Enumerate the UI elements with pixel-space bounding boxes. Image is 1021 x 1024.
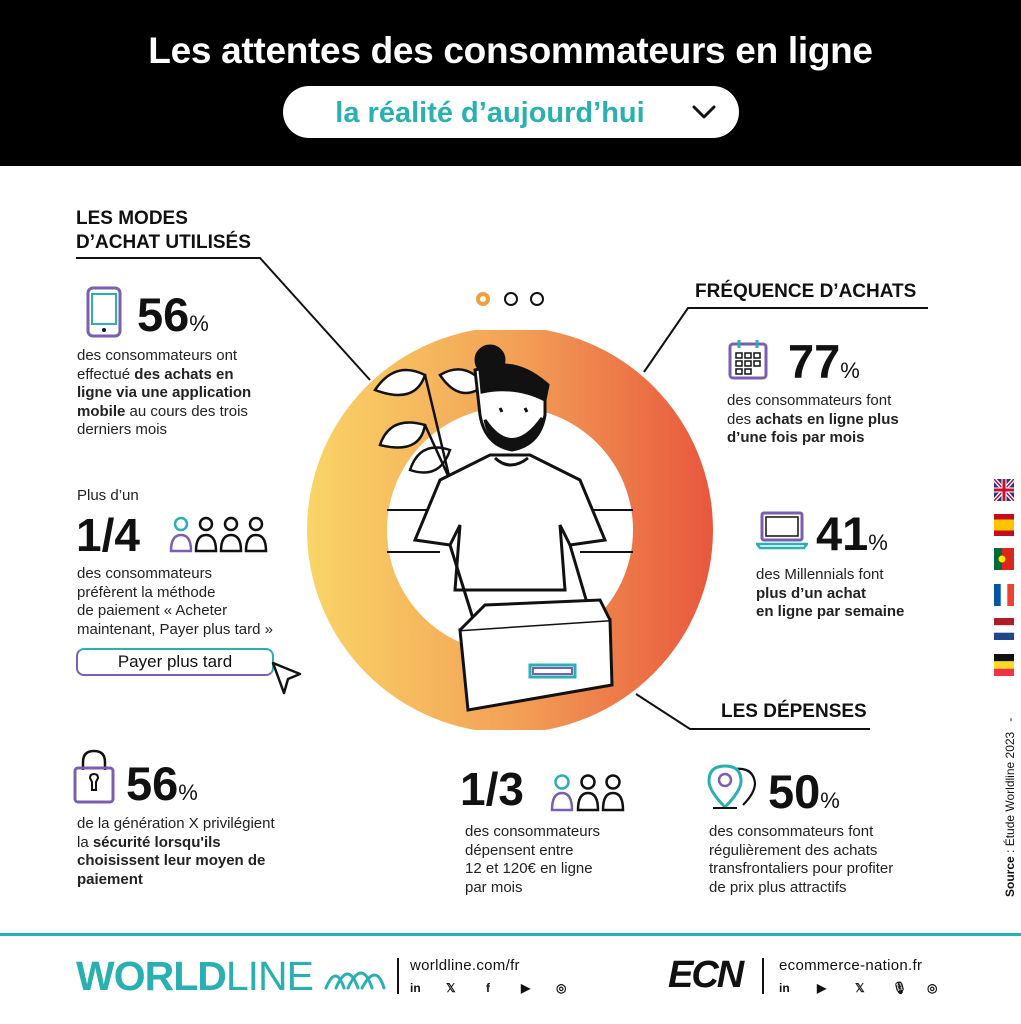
linkedin-icon[interactable]: in bbox=[410, 981, 421, 995]
people-icon bbox=[169, 516, 268, 553]
instagram-icon[interactable]: ◎ bbox=[927, 981, 938, 995]
stat-spend-value: 1/3 bbox=[460, 763, 524, 815]
header-bar bbox=[0, 0, 1021, 166]
flag-en-icon[interactable] bbox=[994, 479, 1014, 501]
carousel-dot-active[interactable] bbox=[476, 292, 490, 306]
stat-bnpl-prefix: Plus d’un bbox=[77, 487, 139, 504]
footer-separator bbox=[397, 958, 399, 994]
worldline-wave-icon bbox=[324, 971, 386, 990]
illustration-person-opening-box bbox=[307, 330, 713, 730]
stat-millennials-value: 41% bbox=[816, 507, 888, 560]
flag-be-icon[interactable] bbox=[994, 654, 1014, 676]
stat-crossborder-value: 50% bbox=[768, 765, 840, 818]
calendar-icon bbox=[728, 340, 768, 380]
pay-later-button[interactable]: Payer plus tard bbox=[76, 648, 274, 676]
flag-pt-icon[interactable] bbox=[994, 548, 1014, 570]
instagram-icon[interactable]: ◎ bbox=[556, 981, 567, 995]
padlock-icon bbox=[73, 749, 115, 804]
flag-fr-icon[interactable] bbox=[994, 584, 1014, 606]
stat-app-value: 56% bbox=[137, 288, 209, 341]
stat-millennials-description: des Millennials font plus d’un achat en … bbox=[756, 566, 905, 620]
chevron-down-icon[interactable] bbox=[690, 100, 718, 124]
carousel-dot[interactable] bbox=[504, 292, 518, 306]
facebook-icon[interactable]: f bbox=[486, 981, 490, 995]
section-heading-modes: LES MODES D’ACHAT UTILISÉS bbox=[76, 208, 251, 253]
youtube-icon[interactable]: ▶ bbox=[817, 981, 827, 995]
stat-app-description: des consommateurs ont effectué des achat… bbox=[77, 347, 252, 438]
cursor-arrow-icon bbox=[271, 661, 302, 695]
page-title: Les attentes des consommateurs en ligne bbox=[148, 30, 873, 71]
stat-crossborder-description: des consommateurs font régulièrement des… bbox=[709, 823, 894, 896]
stat-bnpl-value: 1/4 bbox=[76, 509, 140, 561]
people-icon bbox=[550, 774, 625, 812]
flag-nl-icon[interactable] bbox=[994, 618, 1014, 640]
stat-bnpl-description: des consommateurs préfèrent la méthode d… bbox=[77, 565, 273, 638]
source-note: Source : Étude Worldline 2023 - bbox=[1003, 717, 1017, 897]
laptop-icon bbox=[756, 511, 808, 550]
carousel-dot[interactable] bbox=[530, 292, 544, 306]
x-icon[interactable]: 𝕏 bbox=[855, 981, 865, 995]
podcast-icon[interactable]: 🎙 bbox=[892, 981, 908, 995]
connector-lines bbox=[76, 257, 928, 730]
flag-es-icon[interactable] bbox=[994, 514, 1014, 536]
x-icon[interactable]: 𝕏 bbox=[446, 981, 456, 995]
section-heading-depenses: LES DÉPENSES bbox=[721, 701, 867, 722]
worldline-url[interactable]: worldline.com/fr bbox=[410, 957, 520, 974]
location-pin-icon bbox=[707, 764, 757, 810]
dropdown-selector[interactable] bbox=[283, 86, 739, 138]
smartphone-icon bbox=[86, 286, 122, 338]
stat-monthly-value: 77% bbox=[788, 335, 860, 388]
dropdown-label[interactable]: la réalité d’aujourd’hui bbox=[335, 97, 645, 129]
footer-separator bbox=[762, 958, 764, 994]
stat-security-description: de la génération X privilégient la sécur… bbox=[77, 815, 275, 888]
stat-security-value: 56% bbox=[126, 757, 198, 810]
section-heading-frequence: FRÉQUENCE D’ACHATS bbox=[695, 281, 917, 302]
linkedin-icon[interactable]: in bbox=[779, 981, 790, 995]
stat-monthly-description: des consommateurs font des achats en lig… bbox=[727, 392, 899, 446]
worldline-logo[interactable]: WORLDLINE bbox=[76, 953, 314, 999]
stat-spend-description: des consommateurs dépensent entre 12 et … bbox=[465, 823, 601, 896]
footer-divider bbox=[0, 933, 1021, 936]
ecn-url[interactable]: ecommerce-nation.fr bbox=[779, 957, 923, 974]
youtube-icon[interactable]: ▶ bbox=[521, 981, 531, 995]
ecn-logo[interactable]: ECN bbox=[668, 954, 744, 996]
